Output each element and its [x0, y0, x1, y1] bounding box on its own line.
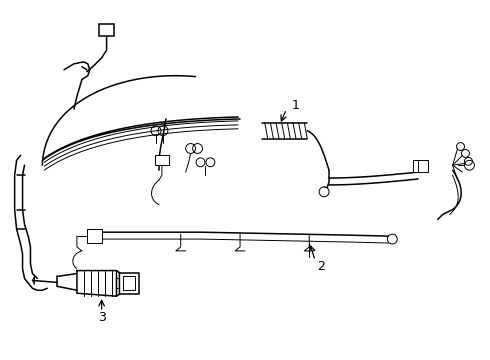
Text: 1: 1 [292, 99, 299, 112]
Text: 3: 3 [98, 311, 105, 324]
Bar [413, 160, 428, 172]
Text: 2: 2 [317, 260, 325, 273]
Bar [155, 156, 169, 165]
Bar [123, 276, 135, 290]
Bar [87, 229, 101, 243]
Bar [98, 24, 115, 36]
